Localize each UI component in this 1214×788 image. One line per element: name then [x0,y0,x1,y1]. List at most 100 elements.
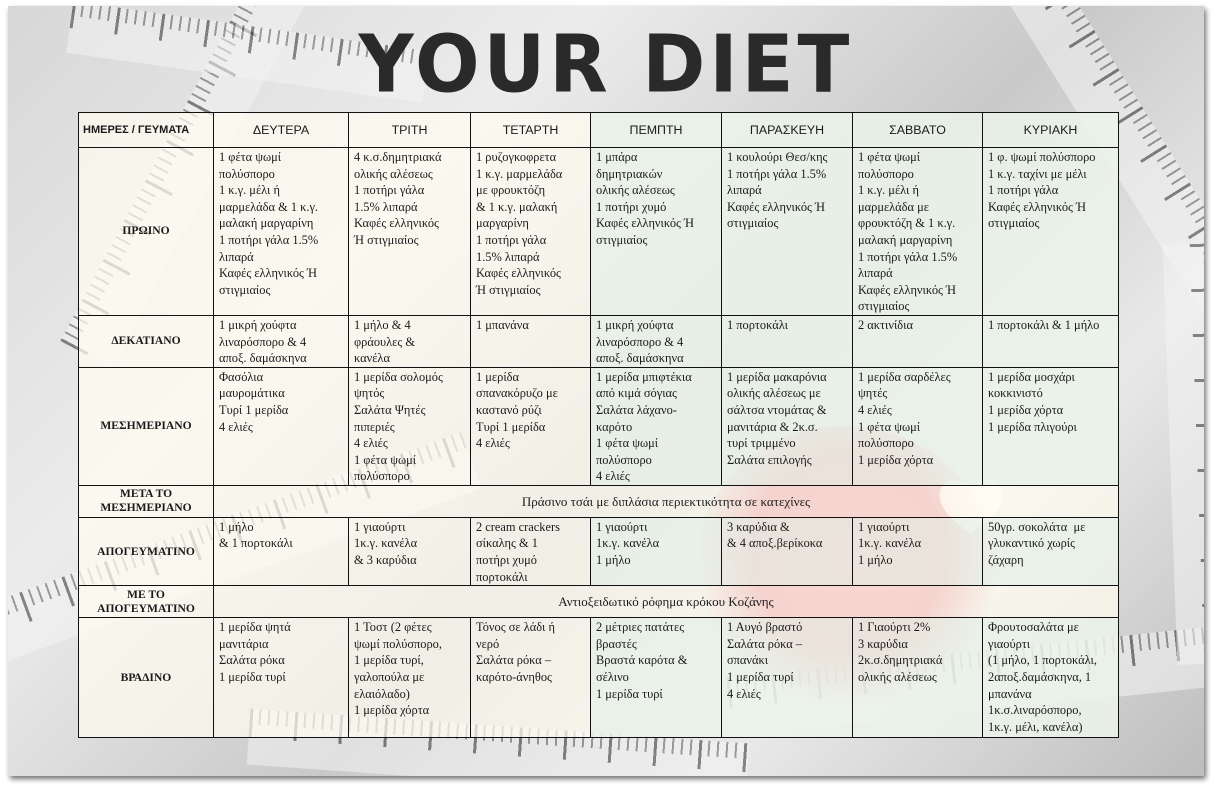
meal-item: 1 μπανάνα [476,317,529,332]
meal-item: 1 μερίδα μακαρόνια [727,369,827,384]
meal-item: ζάχαρη [988,553,1024,568]
meal-item: 4 κ.σ.δημητριακά [354,150,442,164]
meal-item: 2αποξ.δαμάσκηνα, 1 [988,670,1092,685]
meal-item: 1 ποτήρι γάλα 1.5% [219,232,319,247]
meal-item: Σαλάτα επιλογής [727,452,812,467]
table-row: ΜΕ ΤΟ ΑΠΟΓΕΥΜΑΤΙΝΟ Αντιοξειδωτικό ρόφημα … [78,585,1119,619]
meal-item: Τυρί 1 μερίδα [219,402,289,417]
meal-cell: 3 καρύδια & & 4 αποξ.βερίκοκα [721,516,853,587]
meal-item: πολύσπορο [858,436,914,451]
day-header: ΚΥΡΙΑΚΗ [982,112,1119,148]
meal-item: μαρμελάδα με [858,199,929,214]
meal-cell: 1 Αυγό βραστό Σαλάτα ρόκα – σπανάκι 1 μερίδ… [721,617,853,739]
meal-item: μαργαρίνη [476,216,529,231]
meal-item: 1.5% λιπαρά [476,249,540,264]
meal-item: 1 μερίδα τυρί [596,686,663,701]
meal-label: ΜΕ ΤΟ ΑΠΟΓΕΥΜΑΤΙΝΟ [78,585,214,619]
meal-item: 1 μικρή χούφτα [596,317,674,332]
meal-item: 1 μερίδα τυρί [219,670,286,685]
meal-item: 1 μερίδα πλιγούρι [988,419,1077,434]
meal-item: 4 ελιές [354,436,388,451]
meal-item: 1 Αυγό βραστό [727,620,803,635]
meal-item: γιαούρτι [988,636,1031,651]
meal-item: ψητός [354,386,385,401]
meal-cell: 50γρ. σοκολάτα με γλυκαντικό χωρίς ζάχαρη [982,516,1119,587]
meal-item: στιγμιαίος [727,216,779,231]
meal-item: με φρουκτόζη [476,183,546,198]
meal-item: 1κ.σ.λιναρόσπορο, [988,703,1082,718]
meal-item: 1 φ. ψωμί πολύσπορο [988,150,1096,164]
meal-label: ΠΡΩΙΝΟ [78,147,214,316]
meal-cell: 1 μερίδα σολομός ψητός Σαλάτα Ψητές πιπεριέ… [348,366,471,486]
meal-item: ολικής αλέσεως [354,166,433,181]
meal-cell: 1 μερίδα σπανακόρυζο με καστανό ρύζι Τυρί 1… [470,366,591,486]
meal-item: 1 ποτήρι γάλα 1.5% [858,249,958,264]
meal-item: τυρί τριμμένο [727,436,796,451]
meal-cell: 1 φέτα ψωμί πολύσπορο 1 κ.γ. μέλι ή μαρμελά… [213,147,349,316]
meal-item: 1 μήλο [858,553,893,568]
meal-item: ολικής αλέσεως με [727,386,821,401]
meal-label: ΜΕΣΗΜΕΡΙΑΝΟ [78,366,214,486]
meal-item: ολικής αλέσεως [596,183,675,198]
meal-item: 1 μερίδα χόρτα [988,402,1064,417]
meal-cell: 1 μήλο & 4 φράουλες & κανέλα [348,314,471,368]
meal-cell: 1 γιαούρτι 1κ.γ. κανέλα & 3 καρύδια [348,516,471,587]
meal-cell: 1 γιαούρτι 1κ.γ. κανέλα 1 μήλο [852,516,983,587]
table-header-row: ΗΜΕΡΕΣ / ΓΕΥΜΑΤΑ ΔΕΥΤΕΡΑ ΤΡΙΤΗ ΤΕΤΑΡΤΗ Π… [78,112,1119,148]
meal-item: Καφές ελληνικός Ή [596,216,695,231]
meal-cell: 1 Τοστ (2 φέτες ψωμί πολύσπορο, 1 μερίδα τ… [348,617,471,739]
meal-item: & 4 αποξ.βερίκοκα [727,536,823,551]
meal-label: ΒΡΑΔΙΝΟ [78,617,214,739]
day-header: ΔΕΥΤΕΡΑ [213,112,349,148]
meal-item: λιναρόσπορο & 4 [219,334,307,349]
meal-item: Σαλάτα ρόκα – [727,636,803,651]
meal-item: 1 μερίδα τυρί [727,670,794,685]
meal-item: στιγμιαίος [858,299,910,314]
meal-cell: 1 μήλο & 1 πορτοκάλι [213,516,349,587]
meal-item: 1 μερίδα μπιφτέκια [596,369,692,384]
table-row: ΔΕΚΑΤΙΑΝΟ 1 μικρή χούφτα λιναρόσπορο & 4 απ… [78,314,1119,368]
meal-cell: 4 κ.σ.δημητριακά ολικής αλέσεως 1 ποτήρι γ… [348,147,471,316]
meal-item: Καφές ελληνικός Ή [219,266,318,281]
meal-item: 1 κ.γ. ταχίνι με μέλι [988,166,1087,181]
meal-item: 1 φέτα ψωμί [596,436,659,451]
meal-item: νερό [476,636,500,651]
supplement-cell: Αντιοξειδωτικό ρόφημα κρόκου Κοζάνης [213,585,1119,619]
meal-cell: 2 ακτινίδια [852,314,983,368]
meal-item: μανιτάρια & 2κ.σ. [727,419,818,434]
meal-item: 2κ.σ.δημητριακά [858,653,943,668]
meal-item: κοκκινιστό [988,386,1043,401]
meal-item: 1 μήλο [596,553,631,568]
meal-item: πολύσπορο [219,166,275,181]
meal-cell: 1 μερίδα μοσχάρι κοκκινιστό 1 μερίδα χόρτα… [982,366,1119,486]
table-row: ΑΠΟΓΕΥΜΑΤΙΝΟ 1 μήλο & 1 πορτοκάλι 1 γιαούρτ… [78,516,1119,587]
meal-item: 1 μερίδα ψητά [219,620,291,635]
meal-cell: Φασόλια μαυρομάτικα Τυρί 1 μερίδα 4 ελιές [213,366,349,486]
meal-cell: 1 μικρή χούφτα λιναρόσπορο & 4 αποξ. δαμάσ… [590,314,722,368]
meal-item: 1 γιαούρτι [858,519,910,534]
meal-item: Φρουτοσαλάτα με [988,620,1079,635]
meal-item: λιναρόσπορο & 4 [596,334,684,349]
meal-item: 1 κουλούρι Θεσ/κης [727,150,828,164]
meal-item: 1 ποτήρι χυμό [596,199,667,214]
meal-item: 4 ελιές [727,686,761,701]
meal-item: 1 μικρή χούφτα [219,317,297,332]
meal-item: 50γρ. σοκολάτα με [988,519,1086,534]
meal-item: πολύσπορο [596,452,652,467]
day-header: ΤΡΙΤΗ [348,112,471,148]
meal-item: 1 μήλο & 4 [354,317,411,332]
meal-item: 1 μήλο [219,519,254,534]
meal-item: (1 μήλο, 1 πορτοκάλι, [988,653,1097,668]
meal-cell: 1 πορτοκάλι [721,314,853,368]
meal-item: 1 ποτήρι γάλα [354,183,425,198]
meal-item: ολικής αλέσεως [858,670,937,685]
meal-item: 4 ελιές [596,469,630,484]
meal-item: σπανάκι [727,653,769,668]
meal-item: πιπεριές [354,419,395,434]
meal-item: 1 κ.γ. μαρμελάδα [476,166,563,181]
meal-item: πορτοκάλι [476,569,528,584]
meal-item: 1κ.γ. κανέλα [596,536,660,551]
meal-cell: 1 μικρή χούφτα λιναρόσπορο & 4 αποξ. δαμάσ… [213,314,349,368]
